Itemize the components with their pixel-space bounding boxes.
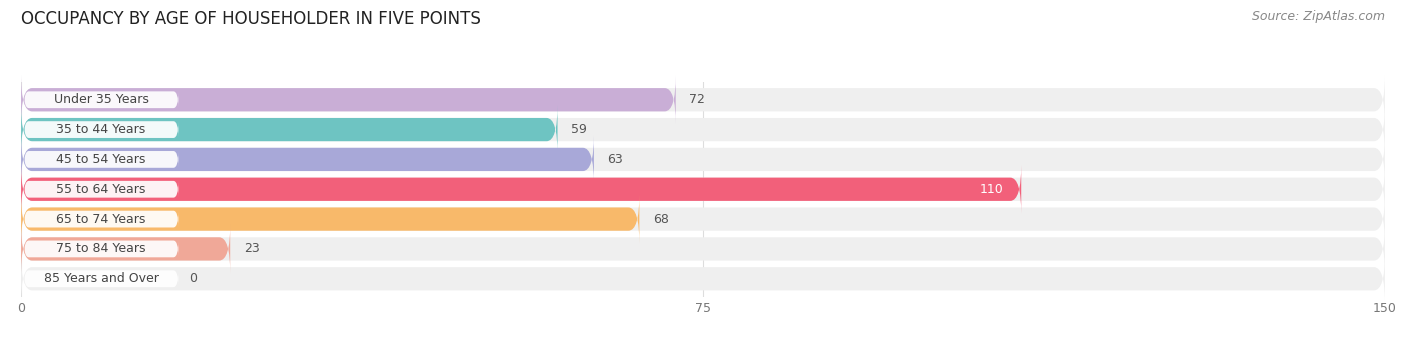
FancyBboxPatch shape: [21, 105, 1385, 154]
FancyBboxPatch shape: [24, 240, 179, 257]
Text: 72: 72: [689, 93, 706, 106]
FancyBboxPatch shape: [24, 211, 179, 227]
Text: 23: 23: [243, 242, 260, 255]
FancyBboxPatch shape: [21, 76, 1385, 124]
FancyBboxPatch shape: [21, 165, 1385, 213]
FancyBboxPatch shape: [21, 135, 1385, 183]
Text: 45 to 54 Years: 45 to 54 Years: [56, 153, 146, 166]
FancyBboxPatch shape: [24, 181, 179, 198]
Text: 85 Years and Over: 85 Years and Over: [44, 272, 159, 285]
FancyBboxPatch shape: [24, 121, 179, 138]
FancyBboxPatch shape: [24, 270, 179, 287]
Text: Source: ZipAtlas.com: Source: ZipAtlas.com: [1251, 10, 1385, 23]
FancyBboxPatch shape: [21, 225, 231, 273]
FancyBboxPatch shape: [21, 195, 1385, 243]
Text: 0: 0: [190, 272, 197, 285]
FancyBboxPatch shape: [21, 76, 676, 124]
FancyBboxPatch shape: [24, 151, 179, 168]
FancyBboxPatch shape: [21, 225, 1385, 273]
Text: 35 to 44 Years: 35 to 44 Years: [56, 123, 146, 136]
FancyBboxPatch shape: [21, 105, 558, 154]
Text: 63: 63: [607, 153, 623, 166]
FancyBboxPatch shape: [21, 135, 593, 183]
FancyBboxPatch shape: [21, 255, 1385, 303]
Text: 59: 59: [571, 123, 588, 136]
FancyBboxPatch shape: [24, 91, 179, 108]
Text: Under 35 Years: Under 35 Years: [53, 93, 149, 106]
Text: 55 to 64 Years: 55 to 64 Years: [56, 183, 146, 196]
Text: 68: 68: [652, 212, 669, 226]
FancyBboxPatch shape: [21, 195, 640, 243]
Text: OCCUPANCY BY AGE OF HOUSEHOLDER IN FIVE POINTS: OCCUPANCY BY AGE OF HOUSEHOLDER IN FIVE …: [21, 10, 481, 28]
Text: 65 to 74 Years: 65 to 74 Years: [56, 212, 146, 226]
FancyBboxPatch shape: [21, 165, 1021, 213]
Text: 110: 110: [980, 183, 1002, 196]
Text: 75 to 84 Years: 75 to 84 Years: [56, 242, 146, 255]
